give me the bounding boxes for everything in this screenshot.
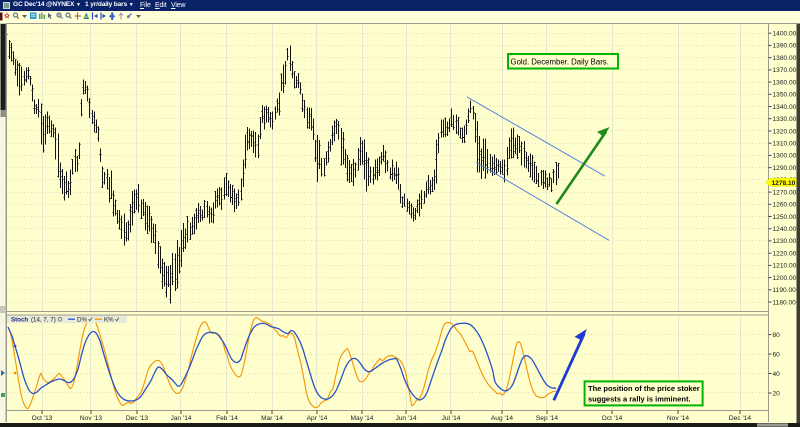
svg-text:Feb '14: Feb '14 bbox=[216, 415, 238, 422]
svg-text:1180.00: 1180.00 bbox=[773, 299, 797, 306]
svg-text:40: 40 bbox=[773, 371, 781, 378]
svg-text:1390.00: 1390.00 bbox=[773, 43, 797, 50]
svg-text:Jan '14: Jan '14 bbox=[170, 415, 191, 422]
svg-text:suggests a rally is imminent.: suggests a rally is imminent. bbox=[588, 395, 691, 404]
svg-text:Oct '14: Oct '14 bbox=[602, 415, 623, 422]
svg-text:60: 60 bbox=[773, 351, 781, 358]
svg-text:1260.00: 1260.00 bbox=[773, 202, 797, 209]
svg-text:The position of the price stok: The position of the price stoker bbox=[588, 384, 700, 393]
svg-text:1340.00: 1340.00 bbox=[773, 104, 797, 111]
svg-text:Sep '14: Sep '14 bbox=[536, 415, 558, 422]
svg-text:(14, 7, 7): (14, 7, 7) bbox=[31, 317, 56, 324]
svg-text:1200.00: 1200.00 bbox=[773, 275, 797, 282]
svg-text:1330.00: 1330.00 bbox=[773, 116, 797, 123]
svg-text:1270.00: 1270.00 bbox=[773, 189, 797, 196]
svg-text:1230.00: 1230.00 bbox=[773, 238, 797, 245]
svg-text:Nov '13: Nov '13 bbox=[80, 415, 102, 422]
svg-text:Aug '14: Aug '14 bbox=[491, 415, 513, 422]
svg-text:1240.00: 1240.00 bbox=[773, 226, 797, 233]
svg-text:1400.00: 1400.00 bbox=[773, 31, 797, 38]
svg-text:1370.00: 1370.00 bbox=[773, 67, 797, 74]
svg-text:Dec '14: Dec '14 bbox=[729, 415, 751, 422]
svg-text:Mar '14: Mar '14 bbox=[261, 415, 283, 422]
svg-text:Jun '14: Jun '14 bbox=[395, 415, 416, 422]
svg-text:K%: K% bbox=[104, 317, 114, 324]
svg-text:Nov '14: Nov '14 bbox=[667, 415, 689, 422]
svg-text:1310.00: 1310.00 bbox=[773, 141, 797, 148]
svg-text:1190.00: 1190.00 bbox=[773, 287, 797, 294]
svg-text:D%: D% bbox=[77, 317, 87, 324]
svg-text:1300.00: 1300.00 bbox=[773, 153, 797, 160]
svg-text:1210.00: 1210.00 bbox=[773, 263, 797, 270]
svg-text:1360.00: 1360.00 bbox=[773, 79, 797, 86]
svg-text:Dec '13: Dec '13 bbox=[126, 415, 148, 422]
svg-text:1250.00: 1250.00 bbox=[773, 214, 797, 221]
svg-text:1220.00: 1220.00 bbox=[773, 251, 797, 258]
svg-text:80: 80 bbox=[773, 332, 781, 339]
svg-text:Jul '14: Jul '14 bbox=[442, 415, 461, 422]
svg-text:20: 20 bbox=[773, 390, 781, 397]
svg-text:Gold. December. Daily Bars.: Gold. December. Daily Bars. bbox=[511, 58, 609, 67]
svg-text:Stoch: Stoch bbox=[11, 317, 28, 324]
svg-text:1278.10: 1278.10 bbox=[772, 180, 796, 187]
svg-text:1380.00: 1380.00 bbox=[773, 55, 797, 62]
svg-text:1290.00: 1290.00 bbox=[773, 165, 797, 172]
svg-text:May '14: May '14 bbox=[351, 415, 374, 422]
svg-text:Apr '14: Apr '14 bbox=[307, 415, 328, 422]
svg-text:1350.00: 1350.00 bbox=[773, 92, 797, 99]
svg-text:1320.00: 1320.00 bbox=[773, 128, 797, 135]
svg-text:Oct '13: Oct '13 bbox=[32, 415, 53, 422]
